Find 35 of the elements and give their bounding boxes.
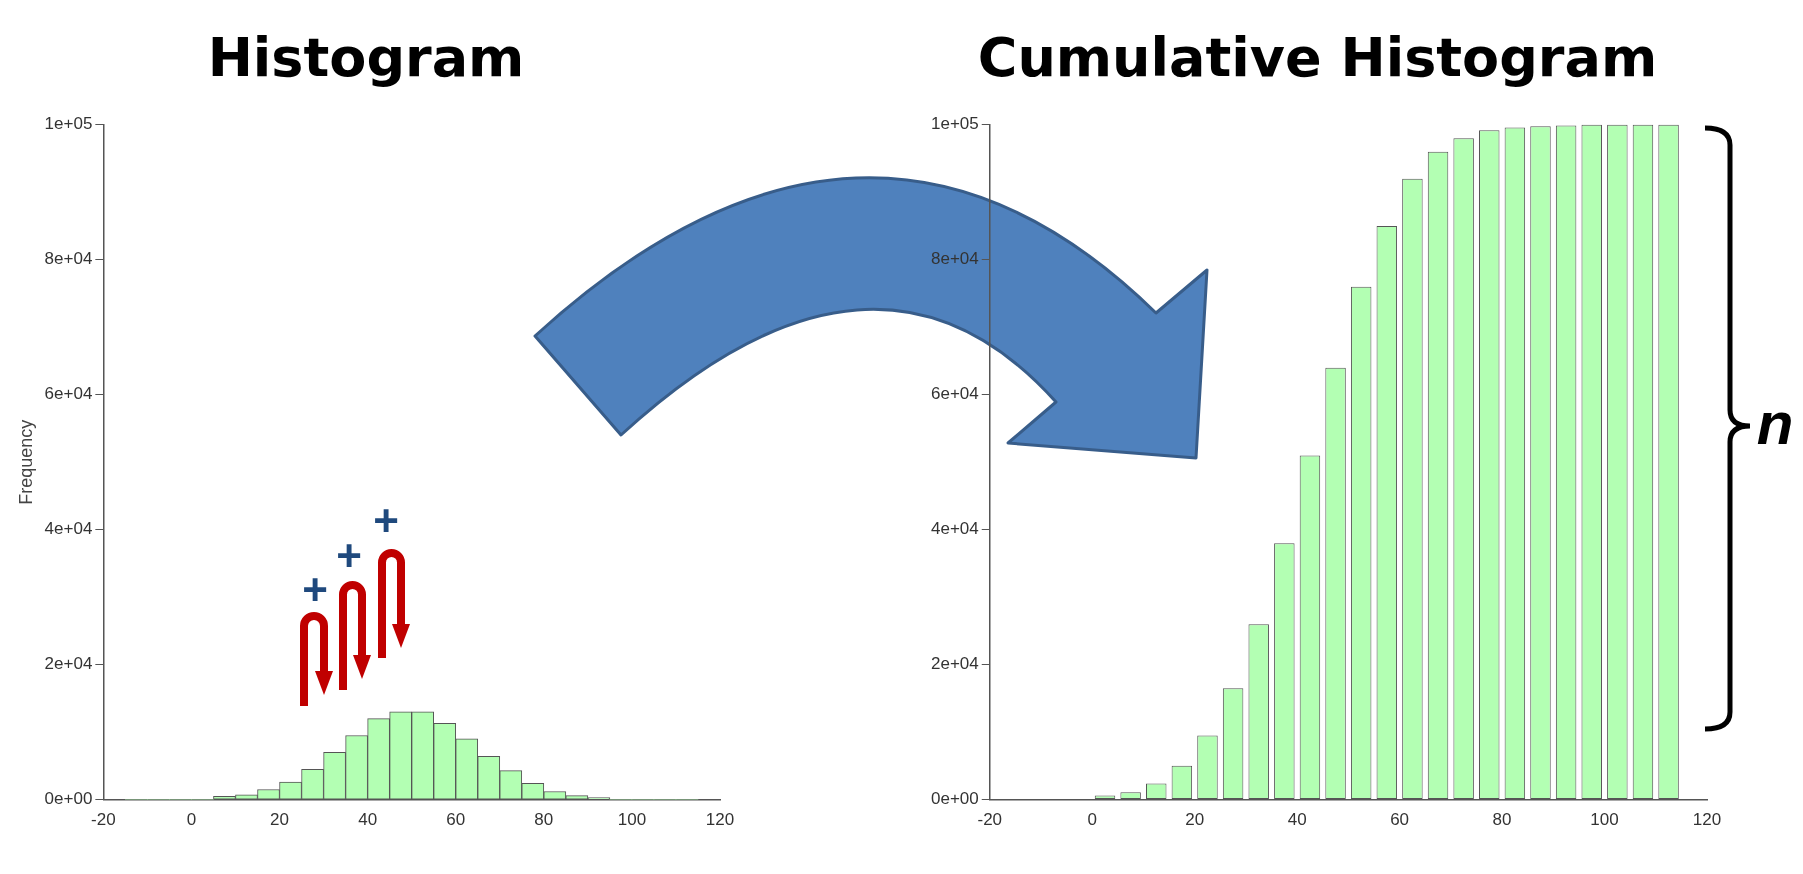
y-tick-label: 6e+04 <box>931 384 979 404</box>
x-tick-label: 60 <box>446 810 466 830</box>
x-tick-label: 0 <box>186 810 197 830</box>
y-tick-label: 2e+04 <box>44 654 93 674</box>
x-tick-label: 60 <box>1390 810 1410 830</box>
chart-title: Cumulative Histogram <box>977 26 1658 90</box>
y-tick-label: 6e+04 <box>44 384 93 404</box>
annotation: + <box>373 496 399 545</box>
chart-title: Histogram <box>207 26 525 90</box>
x-tick-label: 100 <box>617 810 647 830</box>
y-tick-label: 2e+04 <box>931 654 979 674</box>
y-tick-label: 4e+04 <box>931 519 979 539</box>
x-tick-label: -20 <box>91 810 116 830</box>
x-tick-label: 80 <box>534 810 554 830</box>
y-tick-label: 1e+05 <box>44 114 93 134</box>
y-tick-label: 0e+00 <box>44 789 93 809</box>
x-tick-label: -20 <box>977 810 1003 830</box>
y-tick-label: 4e+04 <box>44 519 93 539</box>
x-tick-label: 40 <box>358 810 378 830</box>
annotation: + <box>302 565 328 614</box>
y-axis-title: Frequency <box>15 419 36 505</box>
x-tick-label: 0 <box>1087 810 1097 830</box>
y-tick-label: 8e+04 <box>44 249 93 269</box>
x-tick-label: 120 <box>1692 810 1722 830</box>
x-tick-label: 20 <box>1185 810 1205 830</box>
annotation: + <box>336 531 362 580</box>
y-tick-label: 1e+05 <box>931 114 979 134</box>
y-tick-label: 0e+00 <box>931 789 979 809</box>
text: n <box>1756 390 1794 457</box>
x-tick-label: 40 <box>1287 810 1307 830</box>
x-tick-label: 100 <box>1590 810 1619 830</box>
x-tick-label: 120 <box>705 810 735 830</box>
x-tick-label: 20 <box>270 810 289 830</box>
x-tick-label: 80 <box>1492 810 1512 830</box>
y-tick-label: 8e+04 <box>931 249 979 269</box>
